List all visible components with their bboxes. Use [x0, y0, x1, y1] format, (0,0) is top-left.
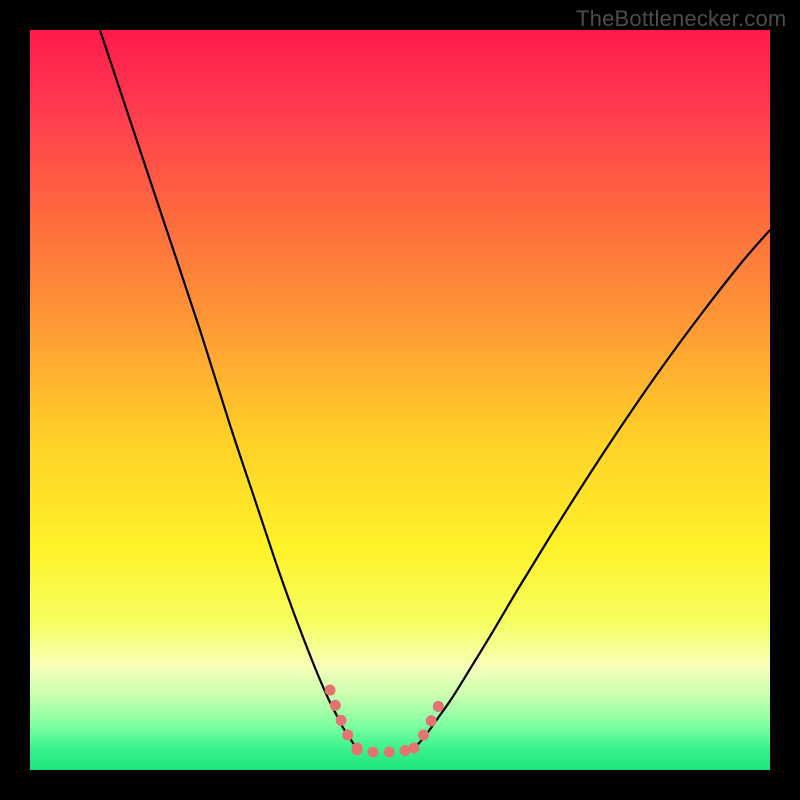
watermark-text: TheBottlenecker.com: [576, 6, 786, 32]
highlight-floor: [357, 749, 414, 752]
chart-frame: TheBottlenecker.com: [0, 0, 800, 800]
plot-area: [30, 30, 770, 770]
left-curve: [100, 30, 357, 748]
highlight-left-dots: [330, 690, 357, 748]
right-curve: [414, 230, 770, 748]
highlight-right-dots: [414, 697, 443, 748]
curves-layer: [30, 30, 770, 770]
